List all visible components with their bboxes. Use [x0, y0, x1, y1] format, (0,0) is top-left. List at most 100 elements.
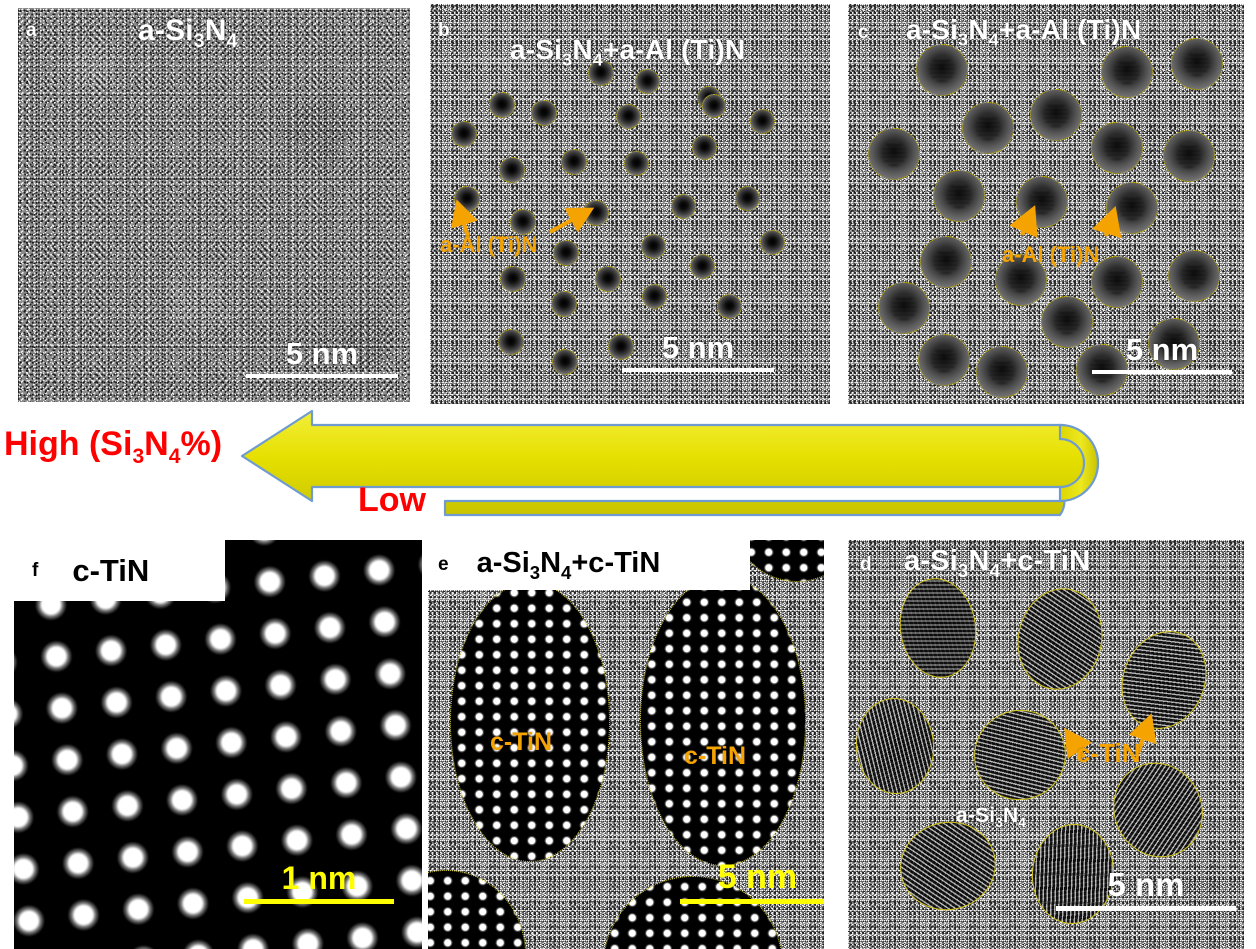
panel-c-scalebar-text: 5 nm: [1125, 332, 1199, 367]
nanoparticle: [916, 44, 968, 96]
nanoparticle: [595, 266, 621, 292]
nanoparticle: [500, 266, 526, 292]
nanoparticle: [1091, 122, 1143, 174]
panel-d-scalebar: 5 nm: [1056, 868, 1236, 911]
panel-a-title: a-Si3N4: [138, 14, 238, 52]
panel-e-annotation-label-right: c-TiN: [684, 742, 747, 770]
panel-e-scalebar: 5 nm: [680, 860, 824, 904]
panel-e-label-box: e a-Si3N4+c-TiN: [428, 540, 750, 590]
panel-c-scalebar: 5 nm: [1092, 334, 1232, 374]
panel-a-letter: a: [26, 20, 37, 41]
flow-arrow-shape: [240, 409, 1100, 517]
nanoparticle: [561, 149, 587, 175]
nanoparticle: [962, 102, 1014, 154]
nanoparticle: [1171, 38, 1223, 90]
ctin-grain: [640, 576, 806, 866]
nanoparticle: [1106, 182, 1158, 234]
nanoparticle: [1168, 250, 1220, 302]
nanoparticle: [616, 104, 641, 129]
panel-c-large-altin-particles: a-Al (Ti)N c a-Si3N4+a-Al (Ti)N 5 nm: [848, 4, 1244, 404]
nanoparticle: [692, 135, 717, 160]
panel-f-ctin-atomic-lattice: f c-TiN 1 nm: [14, 540, 422, 949]
panel-d-scalebar-line: [1056, 906, 1236, 911]
nanoparticle: [583, 200, 609, 226]
panel-d-title: a-Si3N4+c-TiN: [904, 545, 1091, 581]
nanoparticle: [510, 209, 536, 235]
nanoparticle: [750, 109, 775, 134]
nanoparticle: [499, 157, 525, 183]
panel-d-annotation-label-si3n4: a-Si3N4: [956, 804, 1027, 831]
nanoparticle: [760, 230, 785, 255]
nanoparticle: [642, 284, 667, 309]
nanoparticle: [624, 151, 649, 176]
nanoparticle: [498, 329, 524, 355]
nanoparticle: [451, 121, 477, 147]
nanoparticle: [552, 349, 578, 375]
nanoparticle: [489, 92, 515, 118]
nanoparticle: [868, 128, 920, 180]
panel-b-small-altin-particles: a-Al (Ti)N b a-Si3N4+a-Al (Ti)N 5 nm: [430, 4, 830, 404]
nanoparticle: [551, 291, 577, 317]
nanoparticle: [1030, 89, 1082, 141]
nanoparticle: [608, 334, 634, 360]
panel-d-scalebar-text: 5 nm: [1107, 866, 1185, 903]
nanoparticle: [920, 236, 972, 288]
flow-high-label: High (Si3N4%): [4, 425, 223, 468]
panel-e-scalebar-text: 5 nm: [717, 858, 798, 896]
panel-f-letter: f: [32, 559, 39, 581]
panel-d-annotation-label-ctin: c-TiN: [1076, 738, 1141, 768]
ctin-grain-partial: [428, 870, 526, 949]
panel-e-scalebar-line: [680, 899, 824, 904]
panel-a-grain-overlay: [18, 8, 410, 402]
panel-a-scalebar-text: 5 nm: [285, 336, 359, 371]
panel-c-letter: c: [858, 22, 869, 43]
panel-c-scalebar-line: [1092, 370, 1232, 374]
nanoparticle: [641, 234, 666, 259]
panel-b-scalebar-line: [622, 368, 774, 372]
nanoparticle: [635, 69, 660, 94]
nanoparticle: [702, 94, 726, 118]
panel-e-large-ctin-ellipses: c-TiN c-TiN e a-Si3N4+c-TiN 5 nm: [428, 540, 824, 949]
panel-c-annotation-label: a-Al (Ti)N: [1002, 242, 1100, 267]
panel-e-title: a-Si3N4+c-TiN: [476, 546, 661, 583]
panel-e-letter: e: [438, 554, 449, 575]
panel-d-letter: d: [860, 554, 872, 575]
nanoparticle: [1101, 46, 1153, 98]
panel-c-title: a-Si3N4+a-Al (Ti)N: [906, 14, 1142, 50]
nanoparticle: [1163, 130, 1215, 182]
nanoparticle: [671, 194, 696, 219]
nanoparticle: [735, 186, 760, 211]
nanoparticle: [531, 100, 557, 126]
panel-a-speckle-texture: [18, 8, 410, 402]
panel-b-scalebar: 5 nm: [622, 332, 774, 372]
panel-f-scalebar-text: 1 nm: [281, 860, 357, 896]
nanoparticle: [933, 170, 985, 222]
nanoparticle: [553, 240, 579, 266]
panel-b-title: a-Si3N4+a-Al (Ti)N: [510, 34, 746, 70]
nanoparticle: [1016, 176, 1068, 228]
nanoparticle: [1091, 256, 1143, 308]
panel-b-scalebar-text: 5 nm: [661, 330, 735, 365]
panel-a-scalebar: 5 nm: [246, 338, 398, 378]
panel-f-title: c-TiN: [72, 552, 150, 588]
panel-f-scalebar: 1 nm: [244, 862, 394, 904]
panel-d-ctin-grains-in-si3n4: c-TiN a-Si3N4 d a-Si3N4+c-TiN 5 nm: [848, 540, 1244, 949]
panel-b-letter: b: [438, 20, 450, 41]
nanoparticle: [454, 186, 480, 212]
panel-a-scalebar-line: [246, 374, 398, 378]
panel-f-scalebar-line: [244, 899, 394, 904]
ctin-grain: [450, 582, 610, 862]
nanoparticle: [918, 334, 970, 386]
process-flow-band: High (Si3N4%) Low: [0, 405, 1256, 545]
nanoparticle: [995, 254, 1047, 306]
nanoparticle: [690, 254, 715, 279]
nanoparticle: [1041, 296, 1093, 348]
panel-f-label-box: f c-TiN: [14, 540, 225, 601]
nanoparticle: [588, 60, 614, 86]
nanoparticle: [717, 294, 742, 319]
nanoparticle: [976, 346, 1028, 398]
panel-e-annotation-label-left: c-TiN: [490, 728, 553, 756]
panel-b-annotation-label: a-Al (Ti)N: [440, 232, 538, 257]
nanoparticle: [878, 282, 930, 334]
flow-low-label: Low: [358, 481, 426, 519]
